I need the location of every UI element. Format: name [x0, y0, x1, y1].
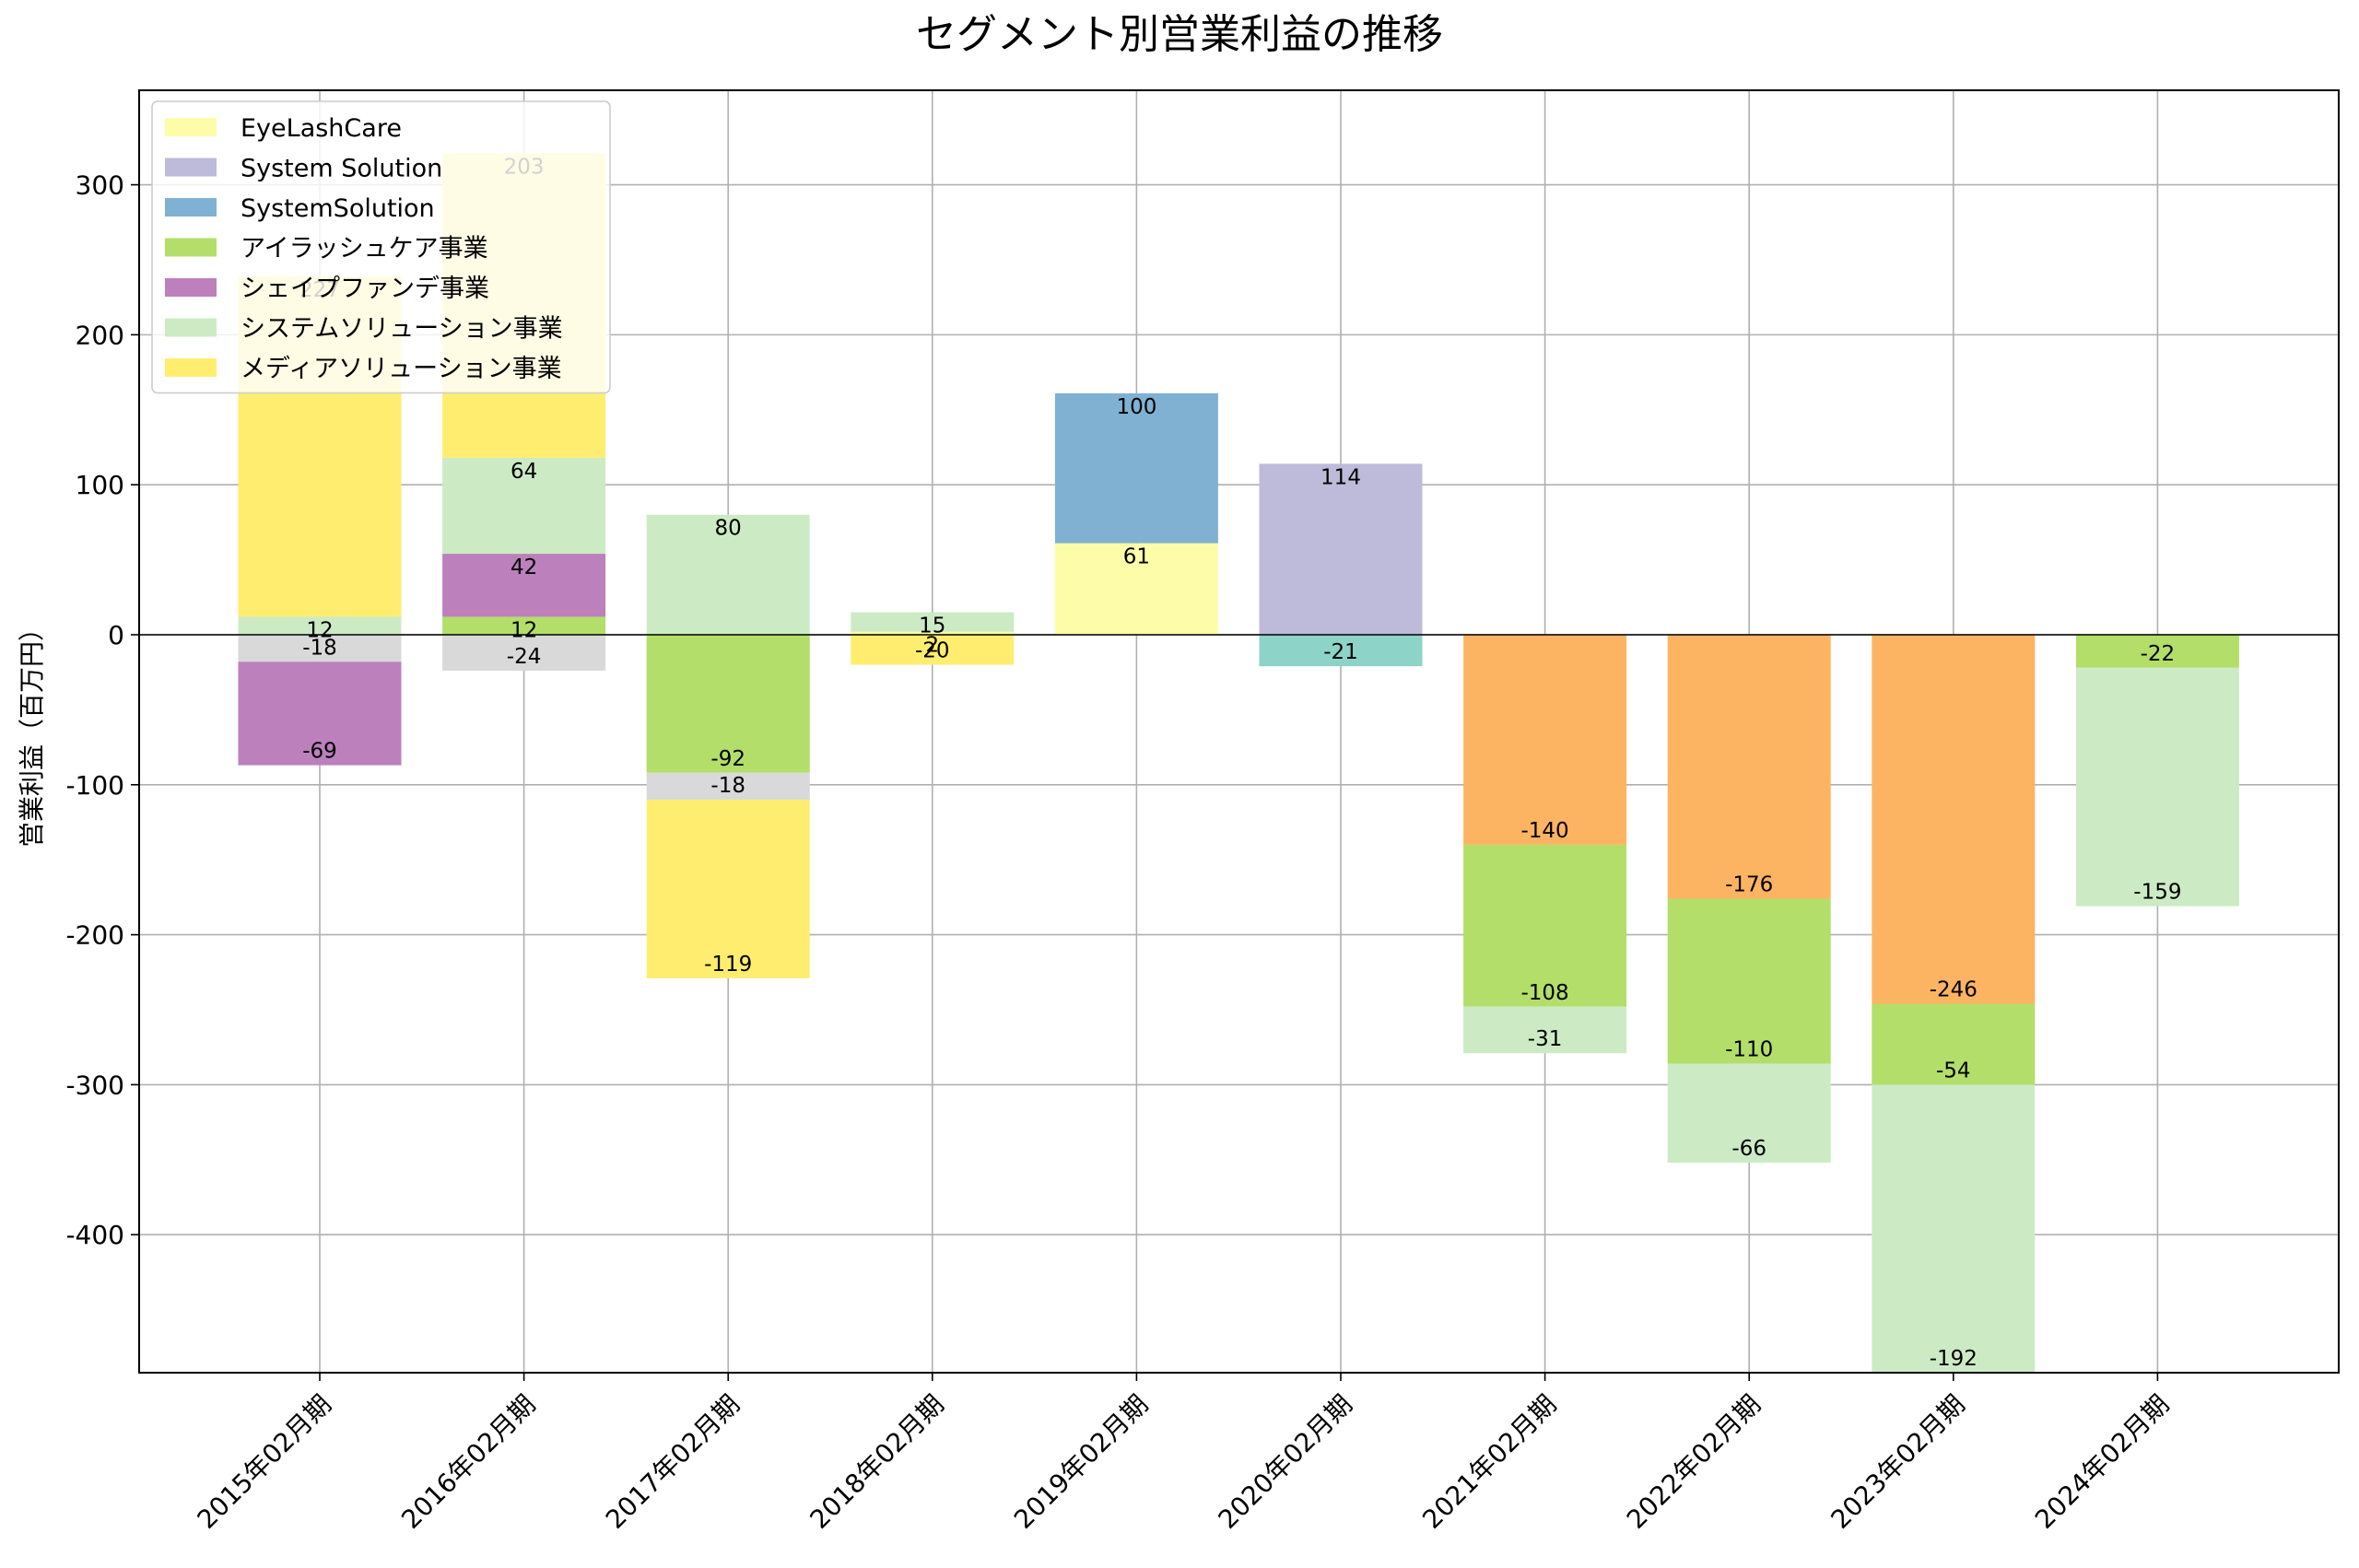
bar-labels-layer: 12227-18-69124264203-2480-92-18-119215-2…	[299, 155, 2181, 1371]
legend-swatch	[165, 118, 217, 136]
bar-value-label: -192	[1930, 1347, 1978, 1371]
bar-segment	[1463, 634, 1627, 845]
bar-value-label: 80	[715, 517, 742, 541]
bar-segment	[1463, 844, 1627, 1007]
bar-segment	[1872, 1084, 2036, 1373]
bar-segment	[442, 554, 606, 617]
bar-segment	[646, 800, 810, 978]
bar-segment	[851, 631, 1015, 635]
bar-value-label: -159	[2133, 881, 2181, 905]
bar-segment	[1667, 634, 1831, 899]
y-axis-label: 営業利益（百万円）	[17, 615, 47, 848]
bar-value-label: -66	[1731, 1137, 1766, 1161]
bar-segment	[238, 661, 402, 766]
bar-segment	[442, 457, 606, 555]
bar-value-label: -92	[710, 747, 745, 771]
bar-segment	[1667, 898, 1831, 1064]
bar-value-label: 61	[1123, 545, 1150, 569]
bar-value-label: 2	[925, 634, 939, 658]
legend-label: システムソリューション事業	[241, 315, 563, 344]
bar-value-label: 114	[1320, 465, 1361, 489]
x-tick-label: 2020年02月期	[1213, 1389, 1358, 1535]
legend-swatch	[165, 238, 217, 257]
legend-label: EyeLashCare	[241, 114, 402, 143]
bar-segment	[1872, 1003, 2036, 1085]
bar-value-label: -69	[302, 740, 337, 764]
x-tick-label: 2021年02月期	[1416, 1389, 1562, 1535]
bar-value-label: -54	[1936, 1059, 1971, 1082]
y-tick-label: -200	[65, 920, 124, 951]
bar-segment	[1872, 634, 2036, 1004]
bar-segment	[646, 514, 810, 635]
bar-segment	[851, 612, 1015, 632]
bar-segment	[238, 616, 402, 635]
legend-label: System Solution	[241, 155, 442, 183]
legend-swatch	[165, 318, 217, 337]
x-tick-label: 2016年02月期	[395, 1389, 541, 1535]
bar-segment	[851, 634, 1015, 665]
x-tick-label: 2018年02月期	[804, 1389, 949, 1535]
bar-value-label: -119	[704, 953, 752, 977]
y-tick-label: -400	[65, 1220, 124, 1250]
x-tick-label: 2017年02月期	[600, 1389, 745, 1535]
y-tick-label: -300	[65, 1070, 124, 1100]
legend-label: メディアソリューション事業	[241, 355, 562, 383]
bar-segment	[2075, 634, 2239, 668]
bar-value-label: 100	[1116, 395, 1156, 419]
bar-segment	[1054, 543, 1218, 635]
bar-value-label: -31	[1528, 1027, 1563, 1051]
x-tick-label: 2019年02月期	[1008, 1389, 1154, 1535]
bar-value-label: -246	[1930, 977, 1978, 1001]
y-tick-label: -100	[65, 770, 124, 801]
legend: EyeLashCare System Solution SystemSolution…	[151, 100, 611, 394]
bar-value-label: -21	[1323, 640, 1358, 664]
bar-value-label: -176	[1725, 873, 1773, 897]
bar-value-label: 15	[919, 614, 945, 638]
legend-label: シェイプファンデ事業	[241, 275, 489, 303]
legend-swatch	[165, 158, 217, 177]
bar-value-label: 42	[511, 556, 537, 579]
plot-frame	[138, 89, 2340, 1374]
bar-value-label: -110	[1725, 1038, 1773, 1062]
bar-value-label: -18	[710, 774, 745, 798]
legend-swatch	[165, 198, 217, 216]
bar-value-label: -18	[302, 636, 337, 660]
y-tick-label: 0	[108, 620, 124, 650]
bar-segment	[1259, 463, 1423, 635]
bar-segment	[442, 634, 606, 672]
bar-value-label: 64	[511, 460, 537, 484]
bar-segment	[1667, 1063, 1831, 1164]
x-tick-label: 2023年02月期	[1825, 1389, 1970, 1535]
x-tick-label: 2015年02月期	[192, 1389, 337, 1535]
x-tick-label: 2024年02月期	[2029, 1389, 2175, 1535]
y-tick-label: 100	[76, 470, 124, 500]
y-tick-label: 200	[76, 320, 124, 350]
legend-label: SystemSolution	[241, 194, 435, 223]
chart-title: セグメント別営業利益の推移	[916, 11, 1443, 58]
bar-value-label: 12	[511, 618, 537, 642]
bar-value-label: -24	[507, 645, 542, 669]
bar-segment	[646, 634, 810, 773]
bar-segment	[1054, 392, 1218, 544]
bar-value-label: 12	[306, 618, 333, 642]
bar-value-label: -22	[2141, 642, 2176, 666]
bar-segment	[646, 772, 810, 801]
bar-segment	[2075, 667, 2239, 907]
y-tick-label: 300	[76, 170, 124, 201]
bar-value-label: -140	[1520, 819, 1568, 843]
bar-segment	[1463, 1006, 1627, 1054]
x-tick-label: 2022年02月期	[1621, 1389, 1766, 1535]
bar-segment	[1259, 634, 1423, 667]
legend-swatch	[165, 358, 217, 377]
bar-value-label: -20	[915, 639, 950, 663]
legend-label: アイラッシュケア事業	[241, 235, 488, 263]
bar-segment	[238, 634, 402, 662]
legend-swatch	[165, 278, 217, 297]
legend-box	[151, 100, 611, 394]
bar-value-label: -108	[1520, 981, 1568, 1005]
bar-segment	[442, 616, 606, 635]
